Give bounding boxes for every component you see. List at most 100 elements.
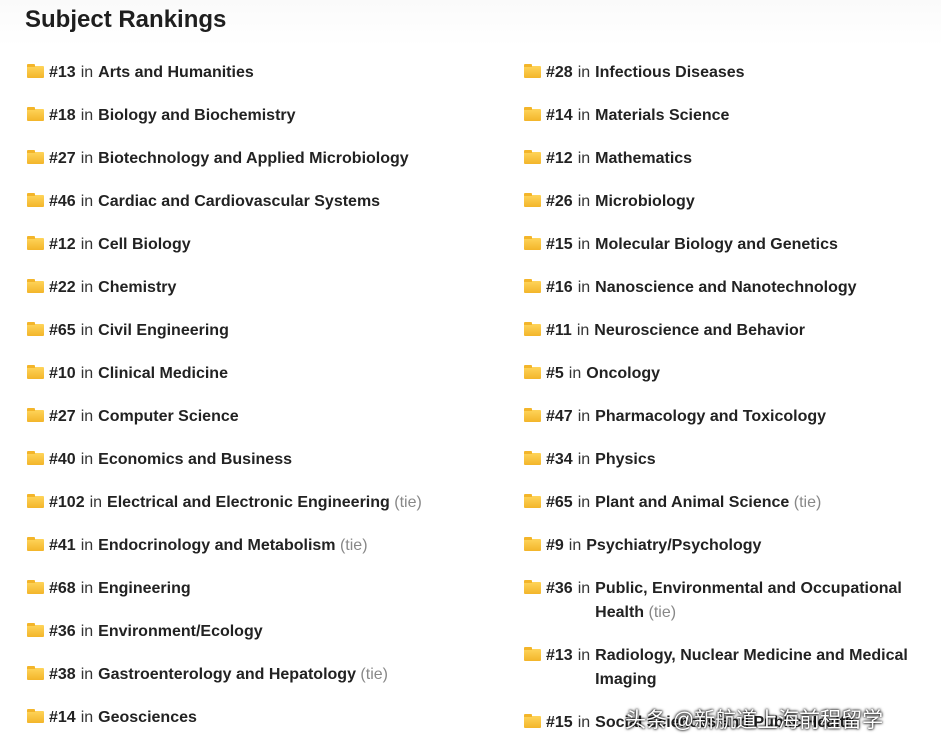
subject: Neuroscience and Behavior [594,319,805,343]
folder-icon [27,150,44,164]
folder-icon [27,537,44,551]
ranking-item: #40 in Economics and Business [27,448,497,472]
subject: Environment/Ecology [98,620,262,644]
ranking-item: #13 in Radiology, Nuclear Medicine and Med… [524,644,924,692]
ranking-item: #9 in Psychiatry/Psychology [524,534,924,558]
rank: #26 [546,193,573,210]
connector: in [80,365,94,382]
ranking-item: #12 in Mathematics [524,147,924,171]
folder-icon [524,408,541,422]
folder-icon [524,580,541,594]
subject: Clinical Medicine [98,362,228,386]
subject-name: Infectious Diseases [595,64,745,81]
ranking-item: #28 in Infectious Diseases [524,61,924,85]
ranking-item: #41 in Endocrinology and Metabolism (tie) [27,534,497,558]
rank: #27 [49,408,76,425]
rank: #36 [546,580,573,597]
ranking-item: #47 in Pharmacology and Toxicology [524,405,924,429]
rank: #12 [49,236,76,253]
subject: Pharmacology and Toxicology [595,405,826,429]
ranking-item: #16 in Nanoscience and Nanotechnology [524,276,924,300]
subject-name: Engineering [98,580,191,597]
subject-name: Neuroscience and Behavior [594,322,806,339]
subject: Radiology, Nuclear Medicine and Medical … [595,644,913,692]
folder-icon [27,236,44,250]
connector: in [577,580,591,597]
connector: in [577,408,591,425]
tie-note: (tie) [394,494,422,511]
subject-name: Radiology, Nuclear Medicine and Medical … [595,647,908,688]
folder-icon [27,580,44,594]
rank: #27 [49,150,76,167]
rank: #28 [546,64,573,81]
folder-icon [524,236,541,250]
subject: Chemistry [98,276,176,300]
ranking-item: #14 in Materials Science [524,104,924,128]
subject: Social Sciences and Public Health [595,711,855,735]
subject: Biology and Biochemistry [98,104,295,128]
folder-icon [524,494,541,508]
folder-icon [524,647,541,661]
ranking-item: #15 in Molecular Biology and Genetics [524,233,924,257]
subject-name: Biotechnology and Applied Microbiology [98,150,409,167]
ranking-item: #36 in Public, Environmental and Occupatio… [524,577,924,625]
subject: Materials Science [595,104,729,128]
tie-note: (tie) [360,666,388,683]
rank: #18 [49,107,76,124]
ranking-item: #68 in Engineering [27,577,497,601]
folder-icon [27,666,44,680]
connector: in [576,322,590,339]
connector: in [80,408,94,425]
folder-icon [524,537,541,551]
connector: in [80,537,94,554]
rank: #10 [49,365,76,382]
subject: Biotechnology and Applied Microbiology [98,147,409,171]
ranking-column: #13 in Arts and Humanities #18 in Biology and… [27,61,497,749]
subject-name: Molecular Biology and Genetics [595,236,838,253]
subject-name: Computer Science [98,408,239,425]
folder-icon [27,623,44,637]
ranking-item: #38 in Gastroenterology and Hepatology (ti… [27,663,497,687]
rank: #14 [49,709,76,726]
ranking-item: #34 in Physics [524,448,924,472]
subject: Arts and Humanities [98,61,254,85]
subject: Mathematics [595,147,692,171]
watermark: 头条 @新航道上海前程留学 [625,709,884,732]
rank: #47 [546,408,573,425]
folder-icon [524,107,541,121]
folder-icon [27,365,44,379]
rank: #15 [546,714,573,731]
ranking-item: #36 in Environment/Ecology [27,620,497,644]
connector: in [577,236,591,253]
subject: Computer Science [98,405,238,429]
rank: #11 [546,322,572,339]
subject-name: Gastroenterology and Hepatology [98,666,356,683]
subject-name: Materials Science [595,107,730,124]
ranking-item: #10 in Clinical Medicine [27,362,497,386]
subject: Psychiatry/Psychology [586,534,761,558]
rank: #16 [546,279,573,296]
ranking-item: #65 in Civil Engineering [27,319,497,343]
rank: #13 [546,647,573,664]
subject-name: Arts and Humanities [98,64,254,81]
ranking-item: #27 in Computer Science [27,405,497,429]
header-band [0,0,941,46]
subject-name: Endocrinology and Metabolism [98,537,336,554]
connector: in [80,279,94,296]
folder-icon [27,107,44,121]
rank: #5 [546,365,564,382]
rank: #22 [49,279,76,296]
ranking-item: #5 in Oncology [524,362,924,386]
folder-icon [524,279,541,293]
subject-name: Civil Engineering [98,322,229,339]
folder-icon [524,365,541,379]
subject-name: Cardiac and Cardiovascular Systems [98,193,381,210]
folder-icon [27,279,44,293]
rank: #12 [546,150,573,167]
folder-icon [27,408,44,422]
connector: in [577,150,591,167]
connector: in [80,193,94,210]
ranking-item: #13 in Arts and Humanities [27,61,497,85]
subject: Microbiology [595,190,695,214]
